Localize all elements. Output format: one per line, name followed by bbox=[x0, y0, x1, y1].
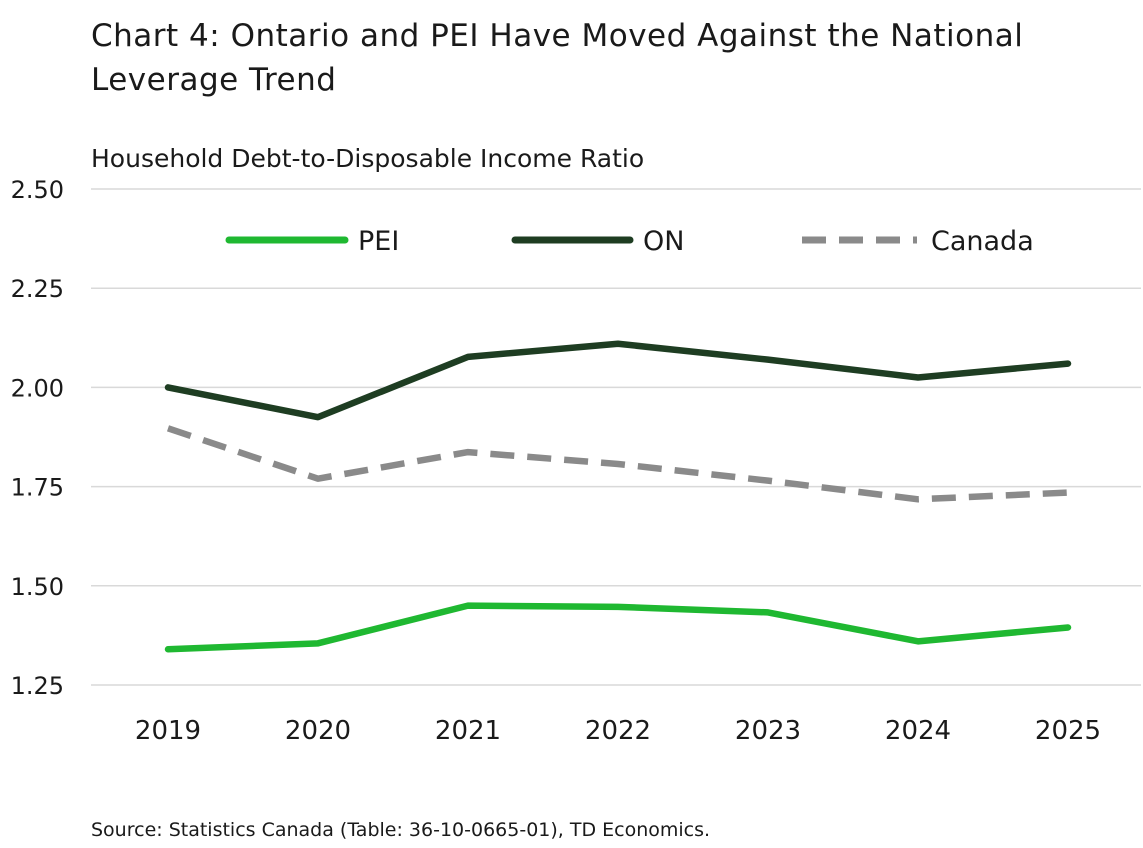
legend-label-pei: PEI bbox=[358, 226, 399, 257]
x-axis: 2019 2020 2021 2022 2023 2024 2025 bbox=[135, 716, 1101, 746]
legend: PEI ON Canada bbox=[225, 226, 1034, 257]
legend-label-canada: Canada bbox=[931, 226, 1034, 257]
chart-subtitle: Household Debt-to-Disposable Income Rati… bbox=[91, 144, 645, 173]
x-tick-label: 2024 bbox=[885, 716, 951, 746]
x-tick-label: 2025 bbox=[1035, 716, 1101, 746]
x-tick-label: 2020 bbox=[285, 716, 351, 746]
series-line-pei bbox=[164, 602, 1072, 653]
y-axis: 1.25 1.50 1.75 2.00 2.25 2.50 bbox=[11, 176, 64, 700]
series-lines bbox=[164, 340, 1072, 653]
legend-label-on: ON bbox=[643, 226, 684, 257]
source-note: Source: Statistics Canada (Table: 36-10-… bbox=[91, 819, 711, 841]
x-tick-label: 2019 bbox=[135, 716, 201, 746]
y-tick-label: 1.50 bbox=[11, 573, 64, 601]
y-tick-label: 2.50 bbox=[11, 176, 64, 204]
series-line-on bbox=[164, 340, 1072, 421]
y-tick-label: 2.25 bbox=[11, 275, 64, 303]
x-tick-label: 2023 bbox=[735, 716, 801, 746]
y-tick-label: 1.25 bbox=[11, 672, 64, 700]
x-tick-label: 2022 bbox=[585, 716, 651, 746]
x-tick-label: 2021 bbox=[435, 716, 501, 746]
gridlines bbox=[91, 188, 1141, 686]
series-line-canada bbox=[166, 425, 1069, 503]
y-tick-label: 1.75 bbox=[11, 474, 64, 502]
y-tick-label: 2.00 bbox=[11, 374, 64, 402]
chart-title: Chart 4: Ontario and PEI Have Moved Agai… bbox=[91, 18, 1024, 98]
